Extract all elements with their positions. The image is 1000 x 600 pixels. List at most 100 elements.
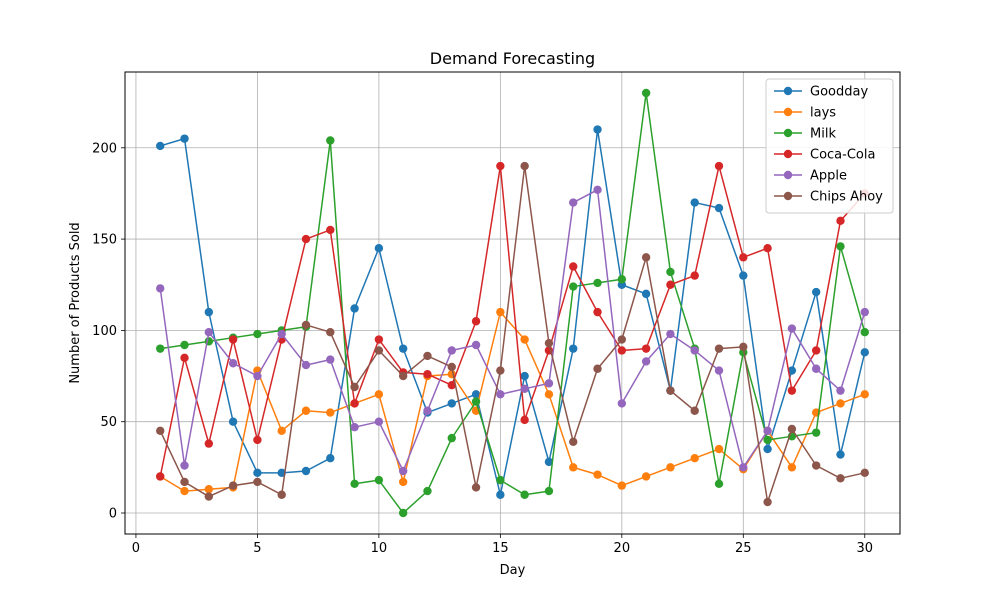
data-point-goodday	[326, 454, 335, 463]
legend-marker-chips-ahoy	[783, 191, 793, 201]
series-line-lays	[159, 311, 866, 492]
legend: Goodday lays Milk Coca-Cola Apple Chips Ahoy	[765, 78, 894, 214]
data-point-chips-ahoy	[520, 161, 529, 171]
data-point-coca-cola	[593, 307, 602, 317]
data-point-chips-ahoy	[666, 386, 675, 395]
data-point-apple	[204, 328, 214, 337]
data-point-chips-ahoy	[326, 328, 335, 337]
data-point-goodday	[714, 203, 724, 213]
data-point-goodday	[471, 390, 481, 399]
data-point-milk	[447, 433, 456, 443]
data-point-milk	[471, 397, 481, 406]
data-point-lays	[714, 444, 724, 454]
data-point-coca-cola	[447, 380, 456, 390]
data-point-goodday	[374, 244, 384, 253]
data-point-lays	[520, 335, 529, 344]
data-point-coca-cola	[787, 386, 797, 395]
x-tick-label: 25	[735, 541, 752, 556]
data-point-lays	[569, 463, 578, 472]
data-point-lays	[398, 477, 408, 487]
data-point-goodday	[836, 450, 845, 459]
legend-label-goodday: Goodday	[810, 85, 868, 100]
data-point-lays	[301, 406, 311, 415]
data-point-lays	[860, 390, 869, 399]
data-point-apple	[811, 364, 821, 373]
data-point-chips-ahoy	[544, 338, 554, 348]
data-point-apple	[447, 346, 456, 355]
x-axis-label: Day	[500, 563, 526, 578]
data-point-coca-cola	[496, 161, 505, 171]
data-point-goodday	[811, 287, 821, 297]
data-point-lays	[593, 470, 602, 479]
x-tick-label: 5	[253, 541, 261, 556]
data-point-coca-cola	[156, 472, 165, 481]
series-chips-ahoy	[156, 161, 869, 507]
data-point-milk	[569, 282, 578, 291]
data-point-coca-cola	[739, 253, 748, 262]
data-point-goodday	[593, 125, 602, 134]
data-point-apple	[714, 366, 724, 375]
legend-item-apple: Apple	[774, 169, 847, 184]
data-point-coca-cola	[374, 335, 384, 344]
x-tick-label: 20	[614, 541, 631, 556]
data-point-chips-ahoy	[836, 474, 845, 483]
data-point-goodday	[204, 307, 214, 317]
data-point-coca-cola	[763, 244, 772, 253]
data-point-milk	[374, 475, 384, 485]
x-tick-label: 10	[371, 541, 388, 556]
data-point-milk	[253, 329, 262, 339]
data-point-chips-ahoy	[350, 382, 359, 392]
data-point-coca-cola	[836, 216, 845, 226]
data-point-chips-ahoy	[787, 424, 797, 434]
data-point-apple	[666, 329, 675, 339]
data-point-milk	[763, 435, 772, 445]
data-point-apple	[836, 386, 845, 395]
data-point-goodday	[690, 198, 699, 207]
data-point-chips-ahoy	[739, 342, 748, 352]
data-point-apple	[860, 307, 869, 317]
data-point-goodday	[253, 468, 262, 478]
data-point-apple	[520, 384, 529, 394]
data-point-lays	[544, 390, 554, 399]
data-point-goodday	[520, 371, 529, 381]
data-point-milk	[520, 490, 529, 499]
data-point-goodday	[641, 289, 651, 299]
data-point-chips-ahoy	[180, 477, 189, 487]
data-point-goodday	[739, 271, 748, 280]
data-point-chips-ahoy	[423, 351, 432, 361]
data-point-lays	[277, 426, 286, 436]
series-line-coca-cola	[159, 165, 866, 477]
data-point-lays	[496, 307, 505, 317]
data-point-chips-ahoy	[763, 497, 772, 507]
series-line-apple	[159, 189, 866, 472]
data-point-coca-cola	[204, 439, 214, 448]
plot-area-frame	[124, 71, 901, 535]
data-point-apple	[326, 355, 335, 364]
data-point-apple	[374, 417, 384, 426]
series-line-chips-ahoy	[159, 165, 865, 503]
data-point-lays	[836, 399, 845, 408]
data-point-chips-ahoy	[811, 461, 821, 470]
data-point-lays	[374, 390, 384, 399]
data-point-chips-ahoy	[690, 406, 699, 415]
data-point-milk	[180, 340, 189, 350]
data-point-apple	[180, 461, 189, 470]
data-point-chips-ahoy	[374, 346, 384, 355]
legend-item-chips-ahoy: Chips Ahoy	[774, 190, 883, 205]
data-point-goodday	[860, 348, 869, 357]
legend-marker-milk	[783, 128, 793, 138]
data-point-chips-ahoy	[569, 437, 578, 446]
data-point-lays	[180, 486, 189, 496]
data-point-chips-ahoy	[714, 344, 724, 353]
data-point-chips-ahoy	[277, 490, 286, 499]
data-point-milk	[326, 136, 335, 145]
legend-label-lays: lays	[810, 106, 836, 121]
data-point-milk	[714, 479, 724, 488]
y-tick-label: 50	[100, 415, 117, 430]
data-point-lays	[787, 463, 797, 472]
data-point-chips-ahoy	[471, 483, 481, 492]
series-goodday	[156, 125, 869, 499]
data-point-coca-cola	[714, 161, 724, 171]
data-point-milk	[350, 479, 359, 488]
